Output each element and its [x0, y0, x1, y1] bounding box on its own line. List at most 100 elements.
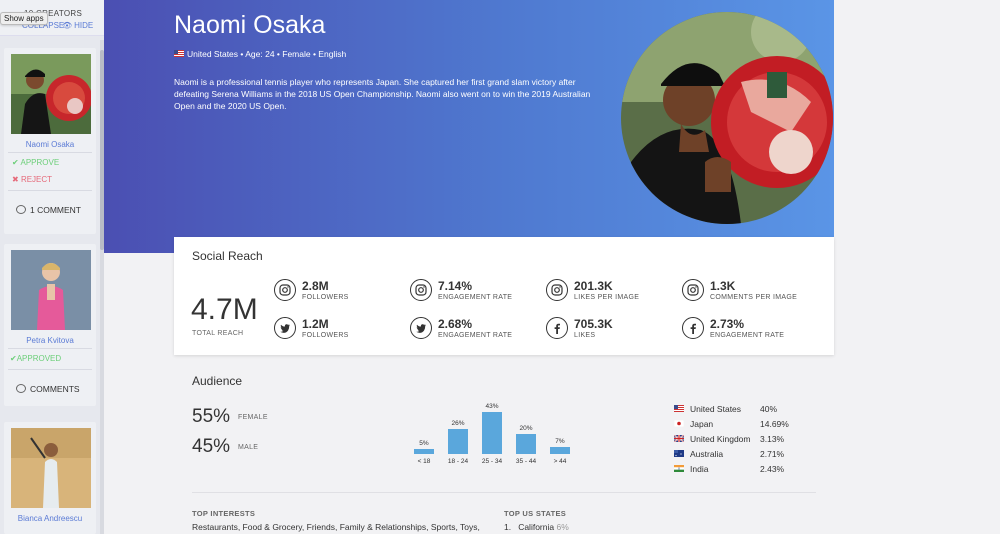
stat-facebook-likes: 705.3K LIKES	[546, 317, 686, 341]
facebook-icon	[682, 317, 704, 339]
country-row: Australia 2.71%	[674, 449, 814, 464]
stat-label: FOLLOWERS	[302, 294, 349, 301]
top-state-row: 1. California 6%	[504, 522, 569, 532]
twitter-icon	[410, 317, 432, 339]
total-reach-label: TOTAL REACH	[192, 330, 244, 337]
age-bar	[414, 449, 434, 454]
age-bar	[482, 412, 502, 454]
creator-thumbnail[interactable]	[11, 428, 91, 508]
male-label: MALE	[238, 444, 259, 451]
age-bar	[550, 447, 570, 454]
country-row: United States 40%	[674, 404, 814, 419]
comment-button[interactable]: COMMENTS	[4, 384, 96, 394]
instagram-icon	[546, 279, 568, 301]
stat-facebook-engagement: 2.73% ENGAGEMENT RATE	[682, 317, 822, 341]
stat-value: 201.3K	[574, 279, 613, 293]
country-percentage: 40%	[760, 404, 778, 414]
creator-name[interactable]: Naomi Osaka	[25, 140, 75, 149]
stat-value: 1.3K	[710, 279, 736, 293]
check-icon: ✔	[10, 354, 17, 363]
divider	[8, 190, 92, 191]
country-percentage: 2.71%	[760, 449, 785, 459]
instagram-icon	[274, 279, 296, 301]
age-bar	[448, 428, 468, 454]
stat-value: 2.68%	[438, 317, 473, 331]
hide-link[interactable]: 👁 HIDE	[62, 21, 93, 30]
collapse-link[interactable]: COLLAPSE	[22, 21, 65, 30]
audience-title: Audience	[192, 374, 243, 388]
country-name: India	[690, 464, 709, 474]
profile-avatar	[621, 12, 833, 224]
age-bar	[516, 434, 536, 454]
country-list: United States 40% Japan 14.69% United Ki…	[674, 404, 814, 479]
comment-label: COMMENTS	[30, 384, 80, 394]
male-percentage: 45%	[192, 436, 231, 457]
creator-card[interactable]: Naomi Osaka ✔ APPROVE ✖ REJECT 1 COMMENT	[4, 48, 96, 234]
profile-name: Naomi Osaka	[174, 11, 326, 39]
social-reach-title: Social Reach	[192, 249, 263, 263]
stat-instagram-likes: 201.3K LIKES PER IMAGE	[546, 279, 686, 303]
country-name: Japan	[690, 419, 714, 429]
check-icon: ✔	[12, 158, 19, 167]
stat-value: 705.3K	[574, 317, 613, 331]
stat-label: LIKES	[574, 332, 596, 339]
country-row: United Kingdom 3.13%	[674, 434, 814, 449]
stat-value: 2.8M	[302, 279, 329, 293]
stat-label: ENGAGEMENT RATE	[710, 332, 785, 339]
stat-label: ENGAGEMENT RATE	[438, 294, 513, 301]
profile-meta-text: United States • Age: 24 • Female • Engli…	[187, 49, 347, 59]
japan-flag-icon	[674, 420, 684, 427]
state-name: California	[518, 522, 555, 532]
reject-button[interactable]: ✖ REJECT	[12, 175, 52, 184]
country-row: India 2.43%	[674, 464, 814, 479]
creator-card[interactable]: Bianca Andreescu	[4, 422, 96, 534]
country-percentage: 3.13%	[760, 434, 785, 444]
age-category-label: 25 - 34	[481, 458, 503, 465]
approve-button[interactable]: ✔ APPROVE	[12, 158, 59, 167]
age-bar-value: 26%	[451, 419, 465, 427]
country-name: Australia	[690, 449, 724, 459]
divider	[192, 492, 816, 493]
stat-twitter-engagement: 2.68% ENGAGEMENT RATE	[410, 317, 550, 341]
profile-bio: Naomi is a professional tennis player wh…	[174, 77, 591, 111]
age-bar-value: 43%	[485, 403, 499, 410]
stat-instagram-engagement: 7.14% ENGAGEMENT RATE	[410, 279, 550, 303]
comment-label: 1 COMMENT	[30, 205, 81, 215]
eye-icon: 👁	[62, 21, 73, 30]
comment-icon	[16, 205, 26, 214]
creators-sidebar: 10 CREATORS COLLAPSE 👁 HIDE Show apps Nao…	[0, 0, 104, 534]
age-bar-value: 5%	[419, 440, 429, 448]
female-label: FEMALE	[238, 414, 268, 421]
approved-label: APPROVED	[16, 354, 62, 363]
facebook-icon	[546, 317, 568, 339]
top-states-title: TOP US STATES	[504, 509, 567, 518]
stat-instagram-followers: 2.8M FOLLOWERS	[274, 279, 414, 303]
instagram-icon	[682, 279, 704, 301]
comment-icon	[16, 384, 26, 393]
stat-value: 7.14%	[438, 279, 473, 293]
instagram-icon	[410, 279, 432, 301]
australia-flag-icon	[674, 450, 684, 457]
age-distribution-chart: 5% < 18 26% 18 - 24 43% 25 - 34 20% 35 - 44 7% > …	[408, 396, 584, 468]
comment-button[interactable]: 1 COMMENT	[4, 205, 96, 215]
creator-name[interactable]: Bianca Andreescu	[17, 514, 83, 523]
stat-twitter-followers: 1.2M FOLLOWERS	[274, 317, 414, 341]
sidebar-scrollbar[interactable]	[100, 40, 104, 534]
female-percentage: 55%	[192, 406, 231, 427]
creator-card[interactable]: Petra Kvitova ✔APPROVED COMMENTS	[4, 244, 96, 406]
creator-thumbnail[interactable]	[11, 250, 91, 330]
creator-thumbnail[interactable]	[11, 54, 91, 134]
age-category-label: > 44	[553, 458, 567, 465]
us-flag-icon	[174, 50, 184, 57]
uk-flag-icon	[674, 435, 684, 442]
approved-status: ✔APPROVED	[10, 354, 61, 363]
age-bar-value: 7%	[555, 438, 565, 446]
creator-name[interactable]: Petra Kvitova	[26, 336, 74, 345]
twitter-icon	[274, 317, 296, 339]
scrollbar-thumb[interactable]	[100, 50, 104, 250]
country-percentage: 2.43%	[760, 464, 785, 474]
top-interests-list: Restaurants, Food & Grocery, Friends, Fa…	[192, 522, 480, 532]
age-category-label: < 18	[417, 458, 431, 465]
state-rank: 1.	[504, 522, 512, 532]
country-row: Japan 14.69%	[674, 419, 814, 434]
